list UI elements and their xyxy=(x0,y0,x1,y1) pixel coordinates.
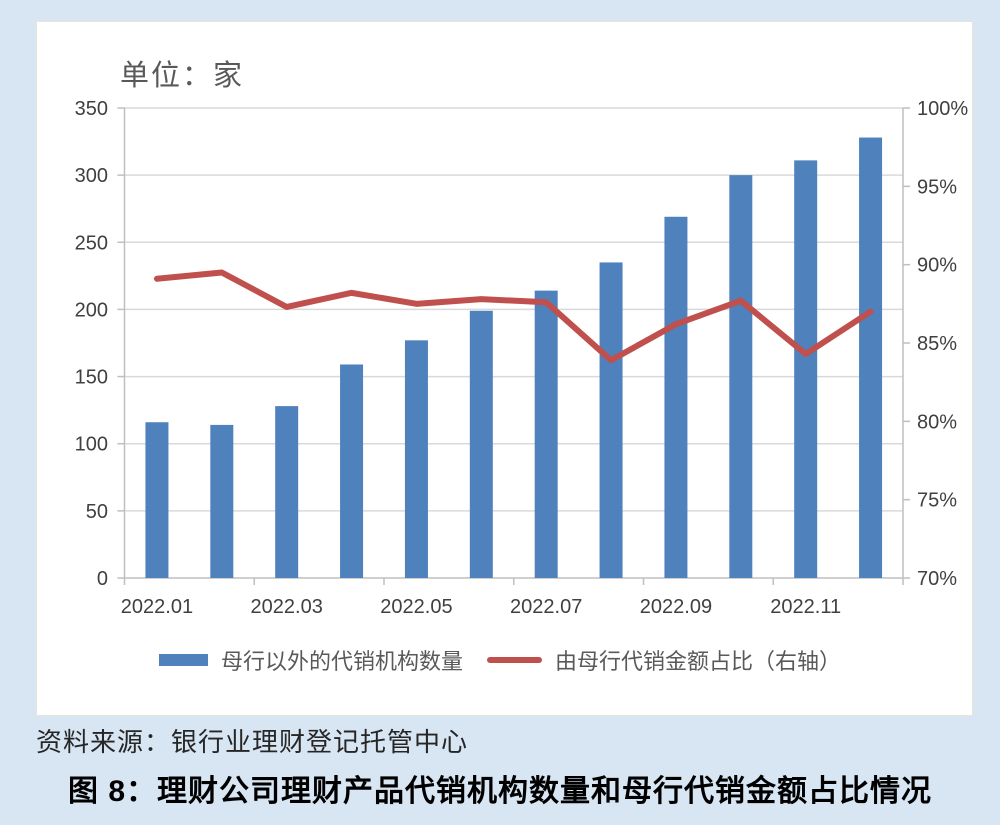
line-series-label: 由母行代销金额占比（右轴） xyxy=(555,649,842,674)
right-axis-tick-label: 80% xyxy=(917,411,957,433)
combo-chart: 0 50 100 150 200 250 300 350 70% 75% 80% 85% 90% 95% 1… xyxy=(75,98,969,618)
legend-item-bar-series: 母行以外的代销机构数量 xyxy=(158,644,463,676)
bar-2022.01 xyxy=(145,422,169,578)
line-series-swatch-icon xyxy=(487,657,542,663)
right-axis-tick-label: 95% xyxy=(917,176,957,198)
left-axis-tick-label: 250 xyxy=(75,232,108,254)
left-axis-tick-label: 150 xyxy=(75,367,108,389)
left-axis-tick-label: 200 xyxy=(75,299,108,321)
right-axis-tick-label: 90% xyxy=(917,255,957,277)
x-axis-tick-label: 2022.01 xyxy=(121,596,193,618)
right-axis-tick-label: 70% xyxy=(917,568,957,590)
bar-2022.04 xyxy=(340,364,364,578)
x-axis-tick-label: 2022.03 xyxy=(251,596,323,618)
left-axis-tick-label: 0 xyxy=(97,568,108,590)
right-axis-tick-label: 100% xyxy=(917,98,968,120)
bar-2022.02 xyxy=(210,424,234,578)
x-axis-tick-label: 2022.09 xyxy=(640,596,712,618)
bar-2022.03 xyxy=(275,406,299,578)
right-axis-tick-label: 85% xyxy=(917,333,957,355)
right-axis-tick-label: 75% xyxy=(917,490,957,512)
left-axis-tick-label: 100 xyxy=(75,434,108,456)
chart-legend: 母行以外的代销机构数量 由母行代销金额占比（右轴） xyxy=(0,644,1000,676)
x-axis-tick-label: 2022.11 xyxy=(770,596,841,618)
legend-item-line-series: 由母行代销金额占比（右轴） xyxy=(487,644,841,676)
bar-2022.10 xyxy=(729,175,753,578)
bar-2022.05 xyxy=(404,340,428,578)
bar-2022.11 xyxy=(794,160,818,578)
bar-series-label: 母行以外的代销机构数量 xyxy=(220,649,463,674)
left-axis-tick-label: 350 xyxy=(75,98,108,120)
source-note: 资料来源：银行业理财登记托管中心 xyxy=(36,728,469,757)
trend-line xyxy=(153,269,874,364)
x-axis-tick-label: 2022.07 xyxy=(510,596,582,618)
left-axis-tick-label: 50 xyxy=(86,501,108,523)
bar-2022.07 xyxy=(534,290,558,578)
left-axis-tick-label: 300 xyxy=(75,165,108,187)
unit-label: 单位：家 xyxy=(120,60,245,92)
bar-2022.08 xyxy=(599,262,623,578)
bar-2022.12 xyxy=(859,137,883,579)
bar-2022.06 xyxy=(469,310,493,578)
figure-caption: 图 8：理财公司理财产品代销机构数量和母行代销金额占比情况 xyxy=(67,775,933,808)
x-axis-tick-label: 2022.05 xyxy=(380,596,452,618)
bar-series-swatch-icon xyxy=(158,654,208,666)
bar-2022.09 xyxy=(664,216,688,578)
